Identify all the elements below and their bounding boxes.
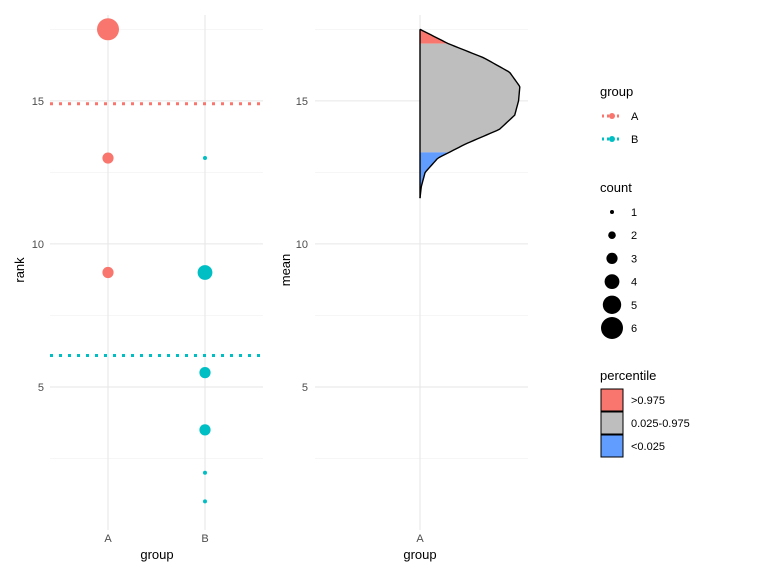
legend-key-point (610, 210, 614, 214)
legend-item-group-a: A (602, 111, 639, 123)
x-tick-label: B (201, 533, 208, 545)
x-axis-label: group (403, 547, 436, 562)
legend-title: percentile (600, 368, 656, 383)
legend-label: 0.025-0.975 (631, 418, 690, 430)
legend-label: A (631, 111, 639, 123)
legend-key-point (609, 136, 615, 142)
legend-label: 5 (631, 300, 637, 312)
legend-item-percentile: 0.025-0.975 (600, 411, 690, 435)
legend-item-count-6: 6 (601, 317, 637, 339)
y-tick-label: 10 (32, 239, 44, 251)
legend-key-point (608, 231, 616, 239)
x-axis-label: group (140, 547, 173, 562)
legend-label: >0.975 (631, 395, 665, 407)
legend-item-count-2: 2 (608, 230, 637, 242)
mean-panel: 5 10 15 A group mean (278, 15, 528, 562)
legend-label: 6 (631, 323, 637, 335)
data-point (203, 499, 207, 504)
legend-group: group AB (600, 84, 639, 146)
x-tick-label: A (104, 533, 112, 545)
y-tick-label: 5 (302, 382, 308, 394)
y-axis-label: mean (278, 254, 293, 287)
legend-key-point (609, 113, 615, 119)
legend-label: 3 (631, 253, 637, 265)
data-point (203, 470, 207, 475)
legend-count: count 1 2 3 4 5 6 (600, 180, 637, 339)
legend-label: 4 (631, 277, 637, 289)
density-band (420, 43, 520, 153)
legend-item-percentile: >0.975 (600, 388, 665, 412)
legend-label: 2 (631, 230, 637, 242)
legend-label: B (631, 134, 638, 146)
data-point (97, 18, 119, 41)
legend-key-swatch (600, 388, 624, 412)
data-point (197, 265, 213, 280)
data-point (102, 266, 114, 279)
legend-item-percentile: <0.025 (600, 434, 665, 458)
data-point (199, 367, 211, 379)
legend-item-count-3: 3 (606, 252, 637, 265)
legend-percentile: percentile >0.975 0.025-0.975 <0.025 (600, 368, 690, 458)
y-axis-label: rank (12, 257, 27, 283)
legend-key-point (606, 252, 618, 264)
y-tick-label: 5 (38, 382, 44, 394)
legend-key-point (601, 317, 623, 339)
y-tick-label: 15 (296, 96, 308, 108)
density-outline (419, 28, 521, 199)
y-tick-label: 10 (296, 239, 308, 251)
legend-key-point (604, 274, 620, 289)
legend-item-group-b: B (602, 134, 638, 146)
rank-panel: 5 10 15 A B group rank (12, 15, 263, 562)
legend-label: 1 (631, 207, 637, 219)
legend-label: <0.025 (631, 441, 665, 453)
legend-item-count-5: 5 (602, 295, 637, 314)
data-point (203, 156, 207, 161)
legend-title: group (600, 84, 633, 99)
density-band (420, 152, 450, 199)
data-point (102, 152, 114, 164)
legend-title: count (600, 180, 632, 195)
legend-key-swatch (600, 434, 624, 458)
legend-item-count-4: 4 (604, 274, 637, 289)
legend-item-count-1: 1 (610, 207, 637, 219)
legend-key-point (602, 295, 622, 314)
x-tick-label: A (416, 533, 424, 545)
y-tick-label: 15 (32, 96, 44, 108)
data-point (199, 424, 211, 436)
legend-key-swatch (600, 411, 624, 435)
